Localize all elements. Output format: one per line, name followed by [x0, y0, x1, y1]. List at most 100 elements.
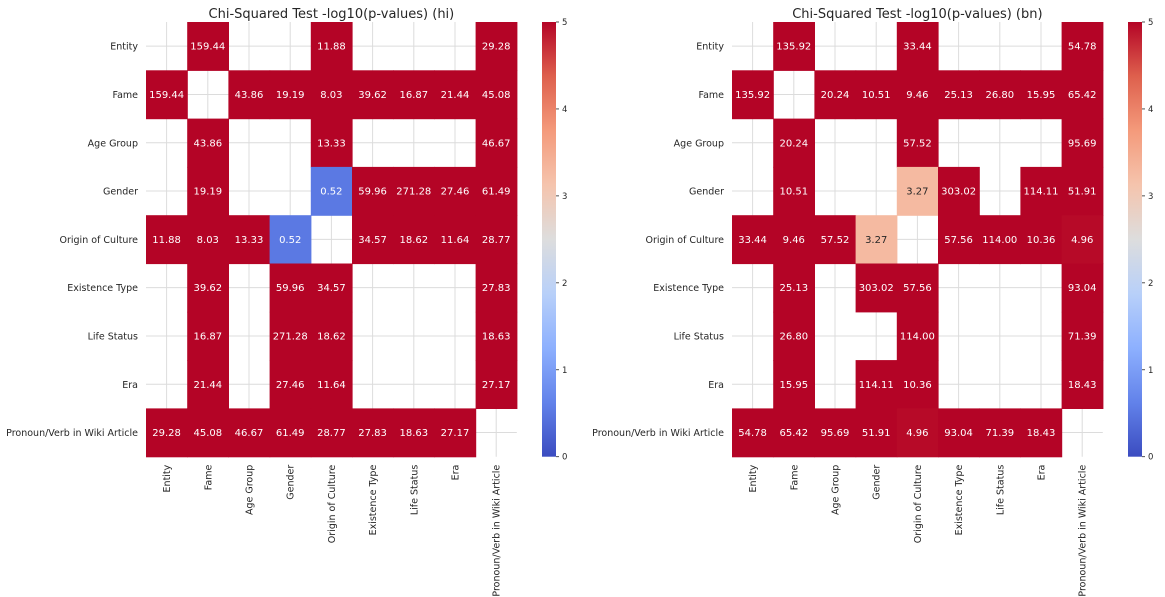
cell-value-label: 27.46: [441, 187, 470, 198]
cell-value-label: 19.19: [276, 90, 305, 101]
cell-value-label: 59.96: [276, 283, 305, 294]
cell-value-label: 8.03: [197, 235, 219, 246]
cell-value-label: 271.28: [273, 331, 308, 342]
heatmap-cell: [896, 263, 939, 313]
heatmap-panel-2: Chi-Squared Test -log10(p-values) (bn)13…: [592, 7, 1153, 597]
heatmap-cell: [310, 408, 353, 458]
colorbar-tick-label: 0: [562, 453, 567, 463]
heatmap-cell: [228, 408, 271, 458]
heatmap-cell: [896, 408, 939, 458]
heatmap-cell: [187, 215, 229, 265]
cell-value-label: 57.56: [903, 283, 932, 294]
heatmap-cell: [310, 22, 353, 71]
cell-value-label: 27.83: [358, 428, 387, 439]
heatmap-cell: [938, 408, 980, 458]
heatmap-cell: [434, 408, 477, 458]
heatmap-cell: [146, 70, 188, 120]
heatmap-cell: [1061, 215, 1104, 265]
cell-value-label: 10.51: [779, 187, 808, 198]
heatmap-cell: [773, 311, 815, 361]
heatmap-cell: [475, 360, 518, 409]
row-label-age-group: Age Group: [88, 138, 138, 149]
colorbar-tick-label: 4: [1148, 105, 1153, 115]
cell-value-label: 57.52: [903, 138, 932, 149]
cell-value-label: 43.86: [235, 90, 264, 101]
heatmap-cell: [352, 70, 394, 120]
cell-value-label: 21.44: [193, 380, 222, 391]
heatmap-cell: [773, 263, 815, 313]
row-label-entity: Entity: [110, 42, 138, 53]
cell-value-label: 13.33: [317, 138, 346, 149]
cell-value-label: 29.28: [152, 428, 181, 439]
cell-value-label: 34.57: [317, 283, 346, 294]
heatmap-cell: [896, 311, 939, 361]
heatmap-cell: [732, 215, 774, 265]
cell-value-label: 18.62: [317, 331, 346, 342]
column-label-entity: Entity: [162, 464, 173, 492]
colorbar-tick-label: 5: [1148, 18, 1153, 28]
cell-value-label: 51.91: [1068, 187, 1097, 198]
heatmap-cell: [310, 118, 353, 168]
heatmap-cell: [393, 70, 435, 120]
cell-value-label: 54.78: [738, 428, 767, 439]
cell-value-label: 16.87: [193, 331, 222, 342]
heatmap-cell: [310, 166, 353, 216]
heatmap-cell: [773, 360, 815, 409]
row-label-existence-type: Existence Type: [67, 283, 138, 294]
heatmap-cell: [269, 70, 312, 120]
heatmap-cell: [773, 166, 815, 216]
heatmap-cell: [855, 360, 898, 409]
row-label-origin-of-culture: Origin of Culture: [646, 235, 725, 246]
cell-value-label: 159.44: [190, 42, 225, 53]
cell-value-label: 3.27: [865, 235, 887, 246]
heatmap-cell: [475, 263, 518, 313]
cell-value-label: 93.04: [1068, 283, 1097, 294]
heatmap-cell: [1061, 360, 1104, 409]
row-label-fame: Fame: [112, 90, 138, 101]
heatmap-cell: [352, 408, 394, 458]
heatmap-cell: [352, 166, 394, 216]
cell-value-label: 51.91: [862, 428, 891, 439]
heatmap-cell: [979, 215, 1021, 265]
cell-value-label: 9.46: [906, 90, 928, 101]
cell-value-label: 19.19: [193, 187, 222, 198]
heatmap-cell: [393, 166, 435, 216]
cell-value-label: 4.96: [1071, 235, 1093, 246]
cell-value-label: 93.04: [944, 428, 973, 439]
column-label-entity: Entity: [748, 464, 759, 492]
cell-value-label: 26.80: [985, 90, 1014, 101]
cell-value-label: 95.69: [1068, 138, 1097, 149]
colorbar-tick-label: 5: [562, 18, 567, 28]
cell-value-label: 33.44: [738, 235, 767, 246]
column-label-life-status: Life Status: [409, 465, 420, 515]
heatmap-cell: [269, 311, 312, 361]
cell-value-label: 46.67: [482, 138, 511, 149]
heatmap-cell: [475, 215, 518, 265]
heatmap-cell: [393, 408, 435, 458]
cell-value-label: 15.95: [1027, 90, 1056, 101]
row-label-existence-type: Existence Type: [653, 283, 724, 294]
cell-value-label: 45.08: [193, 428, 222, 439]
colorbar-tick-label: 1: [562, 366, 567, 376]
heatmap-cell: [475, 311, 518, 361]
colorbar-tick-label: 4: [562, 105, 567, 115]
cell-value-label: 303.02: [859, 283, 894, 294]
heatmap-cell: [938, 215, 980, 265]
column-label-pronoun-verb-in-wiki-article: Pronoun/Verb in Wiki Article: [1078, 465, 1089, 597]
column-label-origin-of-culture: Origin of Culture: [913, 465, 924, 544]
heatmap-cell: [1061, 263, 1104, 313]
row-label-era: Era: [122, 380, 138, 391]
row-label-gender: Gender: [689, 187, 724, 198]
colorbar-tick-label: 0: [1148, 453, 1153, 463]
heatmap-cell: [732, 408, 774, 458]
heatmap-cell: [434, 70, 477, 120]
heatmap-cell: [773, 215, 815, 265]
heatmap-cell: [310, 70, 353, 120]
heatmap-cell: [896, 22, 939, 71]
cell-value-label: 65.42: [1068, 90, 1097, 101]
cell-value-label: 0.52: [279, 235, 301, 246]
heatmap-cell: [269, 215, 312, 265]
heatmap-cell: [269, 408, 312, 458]
cell-value-label: 11.64: [317, 380, 346, 391]
column-label-existence-type: Existence Type: [368, 465, 379, 536]
